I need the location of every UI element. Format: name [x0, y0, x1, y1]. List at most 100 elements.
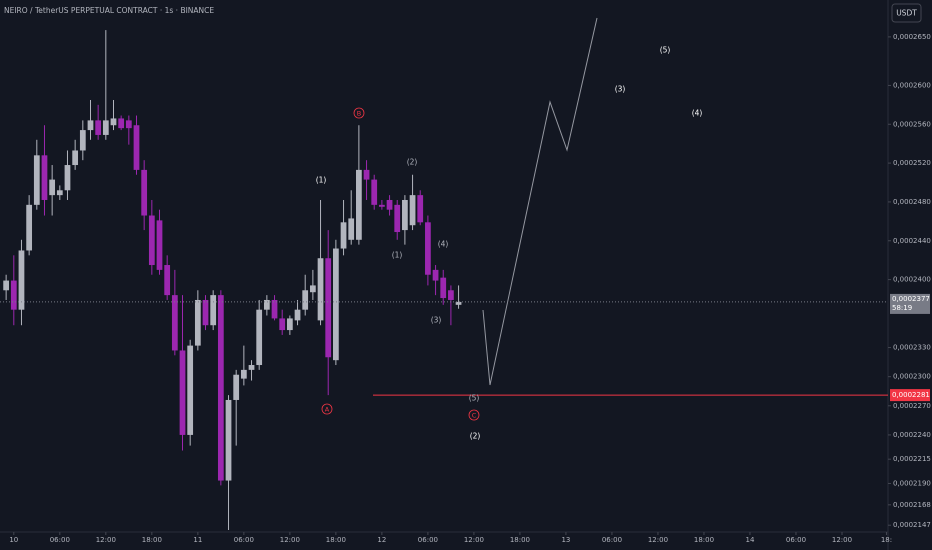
candle-body	[3, 280, 10, 291]
y-tick-label: 0,0002520	[893, 159, 931, 167]
x-tick-label: 12	[377, 536, 386, 544]
candle-body	[87, 120, 94, 131]
x-tick-label: 12:00	[464, 536, 484, 544]
candle-body	[240, 369, 247, 379]
y-tick-label: 0,0002330	[893, 344, 931, 352]
candle-body	[425, 222, 431, 275]
candle-body	[202, 299, 209, 326]
wave-label: (4)	[438, 240, 449, 249]
candle-body	[409, 195, 416, 226]
x-tick-label: 18:00	[142, 536, 162, 544]
candle-body	[402, 199, 408, 231]
candle-body	[26, 204, 33, 251]
x-tick-label: 18:00	[510, 536, 530, 544]
candle-body	[10, 280, 17, 310]
candle-body	[302, 290, 309, 310]
x-tick-label: 10	[9, 536, 18, 544]
wave-label: (2)	[407, 158, 418, 167]
y-tick-label: 0,0002270	[893, 402, 931, 410]
wave-label: (3)	[431, 316, 442, 325]
wave-label: C	[472, 412, 477, 420]
candle-body	[309, 285, 316, 293]
candle-body	[148, 215, 155, 266]
candle-body	[156, 220, 163, 270]
candle-body	[102, 120, 109, 135]
x-tick-label: 06:00	[786, 536, 806, 544]
candle-body	[187, 345, 194, 435]
candle-body	[194, 299, 201, 346]
candle-body	[49, 179, 56, 196]
candle-body	[95, 120, 102, 135]
candle-body	[394, 204, 401, 233]
x-tick-label: 18:00	[326, 536, 346, 544]
x-tick-label: 06:00	[602, 536, 622, 544]
x-tick-label: 12:00	[280, 536, 300, 544]
candle-body	[217, 295, 224, 481]
candle-body	[79, 130, 86, 151]
wave-label: B	[357, 110, 361, 118]
x-tick-label: 06:00	[50, 536, 70, 544]
candle-body	[263, 299, 270, 310]
wave-label: A	[325, 406, 330, 414]
candle-body	[179, 350, 186, 435]
y-tick-label: 0,0002215	[893, 455, 931, 463]
candle-body	[440, 277, 447, 299]
candle-body	[56, 190, 63, 196]
candle-body	[248, 365, 255, 370]
y-tick-label: 0,0002300	[893, 373, 931, 381]
candle-body	[448, 290, 454, 300]
x-tick-label: 12:00	[96, 536, 116, 544]
y-tick-label: 0,0002440	[893, 237, 931, 245]
x-tick-label: 18:00	[694, 536, 714, 544]
candle-body	[64, 165, 71, 191]
wave-label: (5)	[660, 46, 671, 55]
candle-body	[18, 250, 25, 310]
candle-body	[125, 120, 132, 129]
candle-body	[348, 218, 355, 240]
candle-body	[233, 374, 240, 400]
currency-button[interactable]	[891, 3, 922, 23]
candle-body	[256, 309, 263, 366]
candle-body	[417, 195, 424, 223]
candle-body	[33, 155, 40, 205]
candle-body	[356, 169, 362, 240]
wave-label: (4)	[692, 109, 703, 118]
y-tick-label: 0,0002600	[893, 81, 931, 89]
candle-body	[171, 295, 178, 351]
x-tick-label: 12:00	[648, 536, 668, 544]
wave-label: (3)	[615, 85, 626, 94]
currency-label[interactable]: USDT	[896, 9, 917, 18]
candle-body	[371, 179, 378, 205]
price-level-tag	[890, 389, 930, 402]
candle-body	[340, 222, 347, 249]
candle-body	[110, 118, 117, 126]
wave-circle	[321, 403, 333, 415]
last-price-countdown: 58:19	[892, 304, 912, 312]
wave-circle	[468, 409, 480, 421]
candle-body	[41, 155, 48, 200]
candle-body	[333, 248, 339, 361]
y-tick-label: 0,0002240	[893, 431, 931, 439]
candle-body	[286, 318, 293, 331]
wave-label: (2)	[470, 432, 481, 441]
price-level-label: 0,0002281	[892, 391, 930, 399]
chart-title: NEIRO / TetherUS PERPETUAL CONTRACT · 1s…	[4, 6, 214, 15]
candle-body	[455, 301, 462, 305]
candle-body	[325, 258, 332, 358]
candle-body	[164, 265, 171, 296]
y-tick-label: 0,0002560	[893, 120, 931, 128]
last-price-label: 0,0002377	[892, 295, 930, 303]
x-tick-label: 18:	[881, 536, 892, 544]
x-tick-label: 06:00	[418, 536, 438, 544]
y-tick-label: 0,0002480	[893, 198, 931, 206]
y-tick-label: 0,0002168	[893, 501, 931, 509]
y-tick-label: 0,0002190	[893, 479, 931, 487]
candle-body	[225, 399, 232, 481]
candle-body	[317, 258, 324, 321]
candle-body	[294, 309, 301, 321]
candle-body	[133, 125, 140, 170]
candle-body	[72, 150, 79, 166]
